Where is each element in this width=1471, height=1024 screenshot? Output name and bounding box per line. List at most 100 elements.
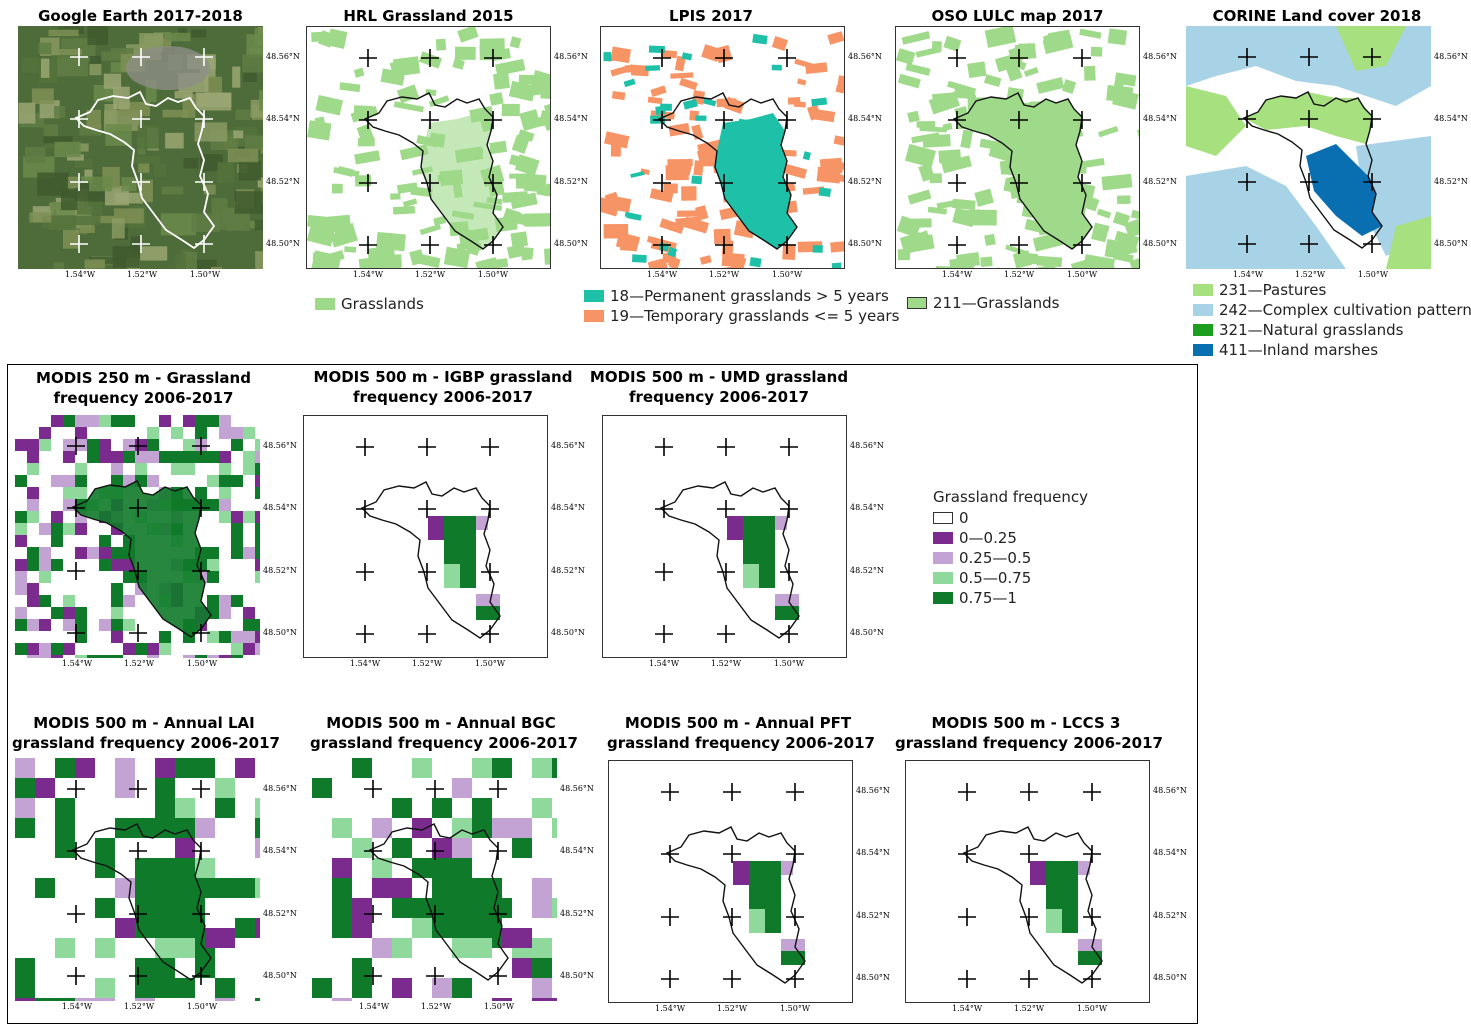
panel-title-modis-pft: MODIS 500 m - Annual PFT grassland frequ… xyxy=(607,713,869,753)
frequency-cell xyxy=(452,978,472,998)
field-parcel xyxy=(255,220,263,230)
frequency-cell xyxy=(532,878,552,898)
field-parcel xyxy=(57,59,88,77)
grid-cross xyxy=(481,500,499,518)
title-line: frequency 2006-2017 xyxy=(589,387,849,407)
frequency-cell xyxy=(1078,939,1102,951)
grid-cross xyxy=(1073,49,1091,67)
land-parcel xyxy=(902,31,931,45)
frequency-cell xyxy=(39,643,51,655)
panel-title-modis-bgc: MODIS 500 m - Annual BGC grassland frequ… xyxy=(310,713,572,753)
grid-cross xyxy=(356,500,374,518)
land-parcel xyxy=(832,263,842,269)
frequency-cell xyxy=(75,487,87,499)
land-parcel xyxy=(457,27,478,43)
longitude-label: 1.54°W xyxy=(1233,270,1263,279)
frequency-cell xyxy=(219,463,231,475)
frequency-cell xyxy=(532,898,552,918)
map-modis-bgc xyxy=(312,758,557,1001)
frequency-cell xyxy=(444,564,460,588)
latitude-label: 48.54°N xyxy=(554,114,588,123)
title-line: MODIS 500 m - IGBP grassland xyxy=(313,367,573,387)
latitude-label: 48.54°N xyxy=(850,503,884,512)
land-parcel xyxy=(397,84,419,103)
land-parcel xyxy=(510,36,522,48)
frequency-cell xyxy=(27,499,39,511)
grid-cross xyxy=(786,908,804,926)
land-parcel xyxy=(980,257,992,267)
frequency-cell xyxy=(532,798,552,818)
frequency-cell xyxy=(87,451,99,463)
grid-cross xyxy=(786,783,804,801)
land-parcel xyxy=(632,254,647,263)
frequency-cell xyxy=(39,439,51,451)
frequency-cell xyxy=(111,415,123,427)
frequency-cell xyxy=(147,451,159,463)
latitude-label: 48.50°N xyxy=(856,973,890,982)
legend-label: 242—Complex cultivation patterns xyxy=(1219,300,1471,320)
land-parcel xyxy=(960,130,973,149)
frequency-cell xyxy=(39,571,51,583)
frequency-cell xyxy=(219,607,231,619)
latitude-label: 48.54°N xyxy=(1143,114,1177,123)
land-parcel xyxy=(444,247,470,268)
frequency-cell xyxy=(183,439,195,451)
latitude-label: 48.54°N xyxy=(551,503,585,512)
land-parcel xyxy=(695,115,706,120)
longitude-label: 1.50°W xyxy=(772,270,802,279)
frequency-cell xyxy=(392,798,412,818)
longitude-label: 1.54°W xyxy=(647,270,677,279)
grid-cross xyxy=(418,438,436,456)
latitude-label: 48.54°N xyxy=(266,114,300,123)
grid-cross xyxy=(717,438,735,456)
frequency-cell xyxy=(255,878,260,898)
field-parcel xyxy=(112,218,125,238)
land-parcel xyxy=(544,247,551,264)
frequency-cell xyxy=(147,427,159,439)
frequency-cell xyxy=(75,655,87,658)
title-line: frequency 2006-2017 xyxy=(15,388,272,408)
frequency-cell xyxy=(147,643,159,655)
longitude-label: 1.54°W xyxy=(353,270,383,279)
grid-cross xyxy=(958,970,976,988)
frequency-cell xyxy=(215,878,235,898)
frequency-cell xyxy=(352,958,372,978)
frequency-cell xyxy=(99,559,111,571)
grid-cross xyxy=(661,845,679,863)
land-parcel xyxy=(932,41,942,52)
longitude-label: 1.52°W xyxy=(421,1002,451,1011)
panel-title-corine: CORINE Land cover 2018 xyxy=(1186,6,1448,26)
longitude-label: 1.50°W xyxy=(780,1004,810,1013)
frequency-cell xyxy=(39,595,51,607)
title-line: grassland frequency 2006-2017 xyxy=(12,733,276,753)
land-parcel xyxy=(1114,83,1124,100)
frequency-cell xyxy=(255,463,260,475)
land-parcel xyxy=(1091,223,1109,243)
frequency-cell xyxy=(255,818,260,838)
title-line: MODIS 250 m - Grassland xyxy=(15,368,272,388)
frequency-cell xyxy=(27,583,39,595)
land-parcel xyxy=(436,39,446,51)
frequency-cell xyxy=(412,898,432,918)
field-parcel xyxy=(41,59,49,78)
land-parcel xyxy=(1026,253,1038,264)
frequency-cell xyxy=(472,758,492,778)
latitude-label: 48.56°N xyxy=(560,784,594,793)
frequency-cell xyxy=(99,415,111,427)
frequency-cell xyxy=(255,631,260,643)
map-modis-lai xyxy=(15,758,260,1001)
frequency-cell xyxy=(332,858,352,878)
grid-cross xyxy=(723,970,741,988)
frequency-cell xyxy=(1078,951,1102,965)
frequency-cell xyxy=(231,643,243,655)
grid-cross xyxy=(356,563,374,581)
panel-title-hrl: HRL Grassland 2015 xyxy=(306,6,551,26)
frequency-cell xyxy=(219,427,231,439)
frequency-cell xyxy=(502,928,532,948)
grid-cross xyxy=(948,49,966,67)
grid-cross xyxy=(359,49,377,67)
grid-cross xyxy=(481,563,499,581)
grid-cross xyxy=(129,842,147,860)
land-parcel xyxy=(830,241,845,253)
land-parcel xyxy=(691,176,702,185)
